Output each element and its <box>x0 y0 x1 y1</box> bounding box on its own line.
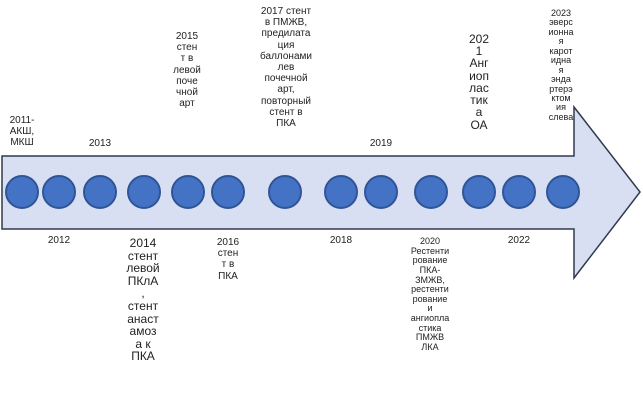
event-label-2013: 2013 <box>88 138 112 149</box>
timeline-dot <box>414 175 448 209</box>
timeline-dot <box>171 175 205 209</box>
event-label-2012: 2012 <box>47 235 71 246</box>
event-label-2017: 2017 стент в ПМЖВ, предилата ция баллона… <box>260 6 312 129</box>
timeline-arrow-body <box>1 104 641 281</box>
timeline-dot <box>83 175 117 209</box>
timeline-dot <box>502 175 536 209</box>
timeline-dot <box>546 175 580 209</box>
event-label-2023: 2023 эверс ионна я карот идна я энда рте… <box>548 8 574 122</box>
timeline-dot <box>5 175 39 209</box>
event-label-2022: 2022 <box>507 235 531 246</box>
event-label-2018: 2018 <box>329 235 353 246</box>
timeline-dot <box>42 175 76 209</box>
event-label-2021: 202 1 Анг иоп лас тик а ОА <box>468 32 490 132</box>
event-label-2020: 2020 Рестенти рование ПКА- ЗМЖВ, рестент… <box>410 236 450 352</box>
timeline-dot <box>211 175 245 209</box>
timeline-dot <box>324 175 358 209</box>
event-label-2019: 2019 <box>369 138 393 149</box>
event-label-2015: 2015 стен т в левой поче чной арт <box>173 31 201 110</box>
event-label-2011: 2011- АКШ, МКШ <box>9 115 35 149</box>
event-label-2014: 2014 стент левой ПКлА , стент анаст амоз… <box>126 236 160 364</box>
timeline-dot <box>268 175 302 209</box>
timeline-dot <box>462 175 496 209</box>
event-label-2016: 2016 стен т в ПКА <box>216 237 240 282</box>
timeline-dot <box>127 175 161 209</box>
timeline-dot <box>364 175 398 209</box>
